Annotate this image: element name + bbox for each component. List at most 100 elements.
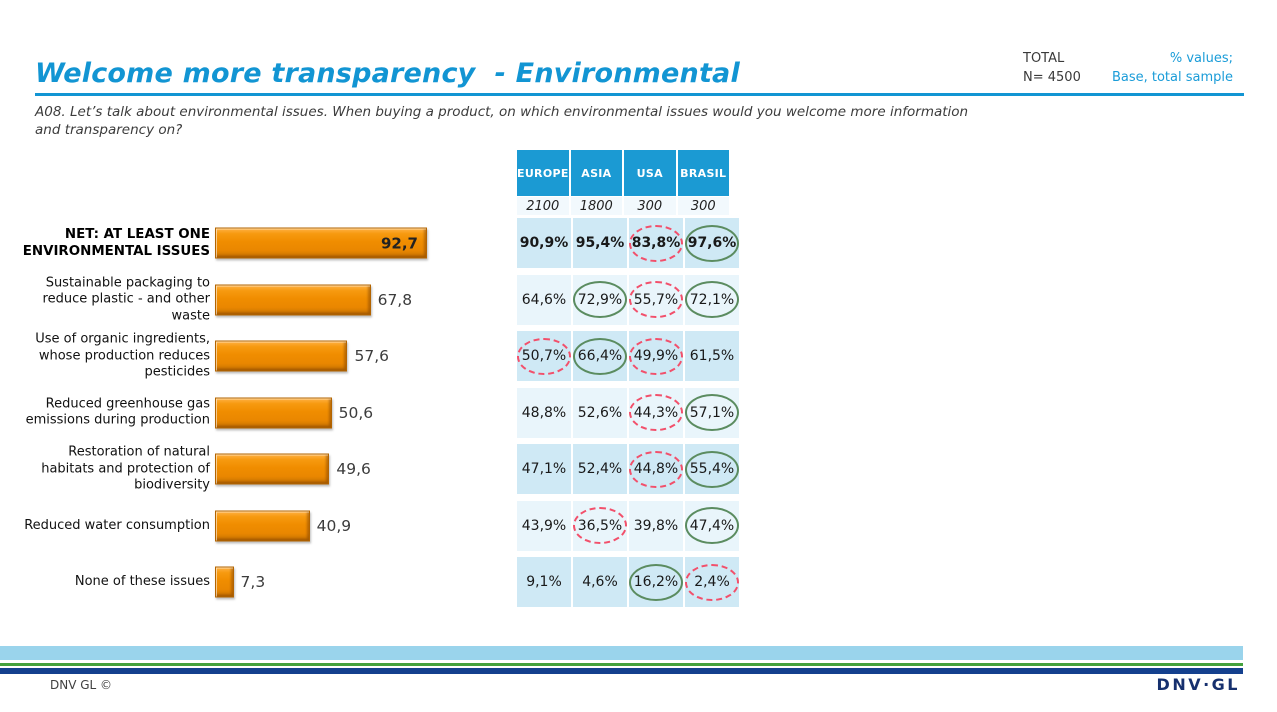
- cell-value: 55,7%: [633, 291, 679, 308]
- red-dashed-circle-highlight: 55,7%: [629, 281, 683, 318]
- table-cell: 50,7%: [517, 331, 571, 381]
- cell-value-wrap: 90,9%: [517, 225, 571, 262]
- cell-value: 95,4%: [575, 235, 625, 251]
- cell-value: 72,9%: [577, 291, 623, 308]
- table-row: 64,6% 72,9% 55,7% 72,1%: [517, 274, 739, 325]
- red-dashed-circle-highlight: 36,5%: [573, 507, 627, 544]
- base-value: 300: [677, 197, 729, 215]
- table-cell: 16,2%: [629, 557, 683, 607]
- cell-value-wrap: 52,6%: [573, 394, 627, 431]
- category-label: None of these issues: [74, 573, 210, 589]
- table-cell: 48,8%: [517, 387, 571, 438]
- table-cell: 43,9%: [517, 500, 571, 551]
- cell-value: 90,9%: [519, 235, 569, 251]
- table-row: 47,1% 52,4% 44,8% 55,4%: [517, 444, 739, 494]
- bar-value: 67,8: [377, 290, 413, 309]
- table-cell: 47,1%: [517, 444, 571, 494]
- table-cell: 90,9%: [517, 218, 571, 268]
- table-row: 90,9% 95,4% 83,8% 97,6%: [517, 218, 739, 268]
- bar: [215, 340, 348, 372]
- column-header: ASIA: [570, 150, 623, 196]
- cell-value-wrap: 39,8%: [629, 507, 683, 544]
- cell-value: 55,4%: [689, 461, 735, 477]
- cell-value: 52,4%: [577, 461, 623, 477]
- base-note: % values; Base, total sample: [1112, 50, 1233, 88]
- cell-value: 64,6%: [521, 291, 567, 308]
- copyright-text: DNV GL ©: [50, 678, 113, 692]
- table-cell: 49,9%: [629, 331, 683, 381]
- cell-value: 9,1%: [526, 574, 562, 590]
- note-line1: % values;: [1169, 51, 1233, 66]
- cell-value: 52,6%: [577, 404, 623, 421]
- table-cell: 61,5%: [685, 331, 739, 381]
- red-dashed-circle-highlight: 2,4%: [685, 563, 739, 601]
- table-cell: 55,4%: [685, 444, 739, 494]
- cell-value: 48,8%: [521, 404, 567, 421]
- chart-row: Reduced greenhouse gas emissions during …: [0, 388, 480, 438]
- chart-row: Sustainable packaging to reduce plastic …: [0, 275, 480, 325]
- bar: [215, 397, 332, 428]
- cell-value: 57,1%: [689, 404, 735, 421]
- green-circle-highlight: 97,6%: [685, 224, 739, 262]
- green-circle-highlight: 16,2%: [629, 563, 683, 601]
- dnvgl-logo: DNV·GL: [1156, 675, 1240, 694]
- column-header: USA: [624, 150, 676, 196]
- category-label: Reduced water consumption: [24, 517, 210, 533]
- cell-value: 97,6%: [687, 235, 737, 251]
- bar: [215, 284, 371, 315]
- category-label: NET: AT LEAST ONE ENVIRONMENTAL ISSUES: [22, 226, 210, 259]
- table-cell: 39,8%: [629, 500, 683, 551]
- table-row: 9,1% 4,6% 16,2% 2,4%: [517, 557, 739, 607]
- note-line2: Base, total sample: [1111, 69, 1233, 85]
- table-cell: 9,1%: [517, 557, 571, 607]
- green-circle-highlight: 55,4%: [685, 450, 739, 488]
- red-dashed-circle-highlight: 44,8%: [629, 450, 683, 488]
- cell-value: 49,9%: [633, 348, 679, 364]
- cell-value: 50,7%: [521, 348, 567, 364]
- question-line1: A08. Let’s talk about environmental issu…: [35, 104, 969, 120]
- table-cell: 55,7%: [629, 274, 683, 325]
- cell-value-wrap: 64,6%: [517, 281, 571, 318]
- footer-stripe-lightblue: [0, 646, 1243, 660]
- red-dashed-circle-highlight: 50,7%: [517, 337, 571, 375]
- bar: [215, 510, 310, 541]
- chart-row: Restoration of natural habitats and prot…: [0, 444, 480, 494]
- bar-value: 92,7: [380, 234, 418, 252]
- green-circle-highlight: 72,1%: [685, 281, 739, 318]
- table-header-row: EUROPE ASIA USA BRASIL: [517, 150, 729, 196]
- table-cell: 66,4%: [573, 331, 627, 381]
- red-dashed-circle-highlight: 44,3%: [629, 394, 683, 431]
- question-line2: and transparency on?: [35, 122, 183, 139]
- table-cell: 2,4%: [685, 557, 739, 607]
- bar-value: 50,6: [338, 403, 374, 422]
- cell-value: 44,3%: [633, 404, 679, 421]
- cell-value: 16,2%: [633, 574, 679, 590]
- cell-value: 66,4%: [577, 348, 623, 364]
- table-cell: 64,6%: [517, 274, 571, 325]
- cell-value: 2,4%: [694, 574, 730, 590]
- bar-value: 49,6: [336, 460, 371, 478]
- table-cell: 72,1%: [685, 274, 739, 325]
- cell-value-wrap: 47,1%: [517, 451, 571, 488]
- page-title: Welcome more transparency - Environmenta…: [35, 58, 740, 89]
- table-cell: 57,1%: [685, 387, 739, 438]
- red-dashed-circle-highlight: 49,9%: [629, 337, 683, 375]
- base-row: 2100 1800 300 300: [517, 197, 729, 215]
- table-row: 50,7% 66,4% 49,9% 61,5%: [517, 331, 739, 381]
- bar-value: 57,6: [354, 347, 389, 365]
- base-value: 2100: [517, 197, 569, 215]
- table-cell: 36,5%: [573, 500, 627, 551]
- table-cell: 52,6%: [573, 387, 627, 438]
- green-circle-highlight: 66,4%: [573, 337, 627, 375]
- total-block: TOTAL N= 4500: [1023, 50, 1081, 88]
- cell-value-wrap: 4,6%: [573, 564, 627, 601]
- cell-value-wrap: 9,1%: [517, 564, 571, 601]
- chart-row: NET: AT LEAST ONE ENVIRONMENTAL ISSUES 92…: [0, 218, 480, 268]
- green-circle-highlight: 72,9%: [573, 281, 627, 318]
- bar: [215, 453, 330, 485]
- red-dashed-circle-highlight: 83,8%: [629, 224, 683, 262]
- cell-value: 43,9%: [521, 517, 567, 534]
- chart-row: Use of organic ingredients, whose produc…: [0, 331, 480, 381]
